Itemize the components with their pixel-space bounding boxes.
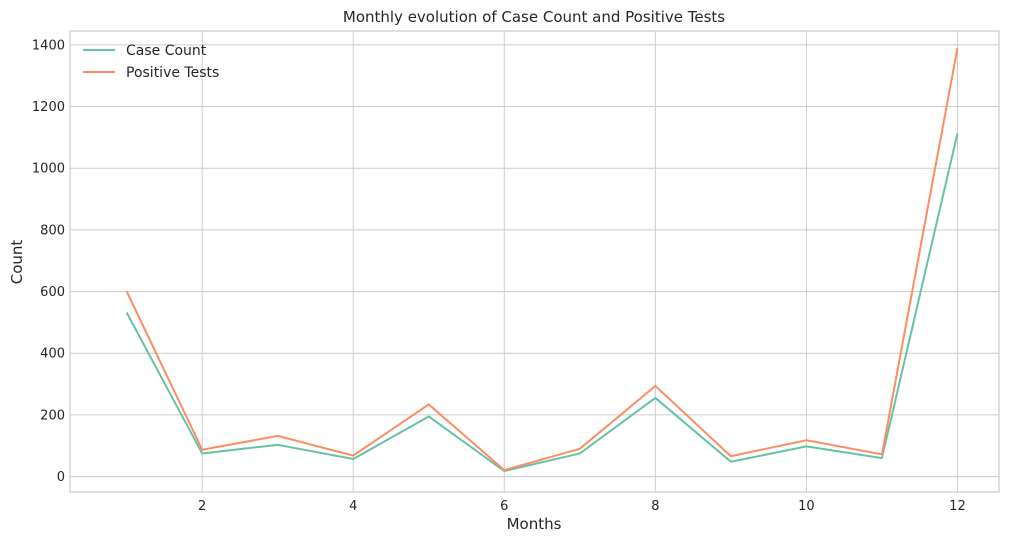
y-tick-label: 400 bbox=[40, 347, 65, 362]
y-tick-label: 200 bbox=[40, 408, 65, 423]
y-tick-label: 1000 bbox=[32, 162, 65, 177]
x-tick-label: 10 bbox=[798, 499, 815, 514]
series-layer bbox=[125, 47, 959, 473]
legend-label: Case Count bbox=[126, 43, 207, 59]
y-tick-label: 0 bbox=[57, 470, 65, 485]
y-tick-labels: 0 200 400 600 800 1000 1200 1400 bbox=[32, 38, 65, 485]
y-tick-label: 1400 bbox=[32, 38, 65, 53]
x-tick-label: 2 bbox=[198, 499, 206, 514]
x-axis-label: Months bbox=[507, 515, 562, 533]
grid-layer bbox=[70, 31, 999, 492]
x-tick-label: 4 bbox=[349, 499, 357, 514]
plot-frame bbox=[69, 30, 1000, 493]
y-tick-label: 600 bbox=[40, 285, 65, 300]
y-axis-label: Count bbox=[8, 240, 26, 285]
x-tick-label: 6 bbox=[500, 499, 508, 514]
series-line-case-count bbox=[125, 133, 959, 473]
legend-label: Positive Tests bbox=[126, 65, 219, 81]
x-tick-label: 8 bbox=[651, 499, 659, 514]
x-tick-label: 12 bbox=[949, 499, 966, 514]
chart-title: Monthly evolution of Case Count and Posi… bbox=[343, 8, 725, 26]
x-tick-labels: 2 4 6 8 10 12 bbox=[198, 499, 966, 514]
y-tick-label: 1200 bbox=[32, 100, 65, 115]
legend: Case Count Positive Tests bbox=[83, 43, 219, 81]
y-tick-label: 800 bbox=[40, 223, 65, 238]
series-line-positive-tests bbox=[125, 47, 959, 472]
